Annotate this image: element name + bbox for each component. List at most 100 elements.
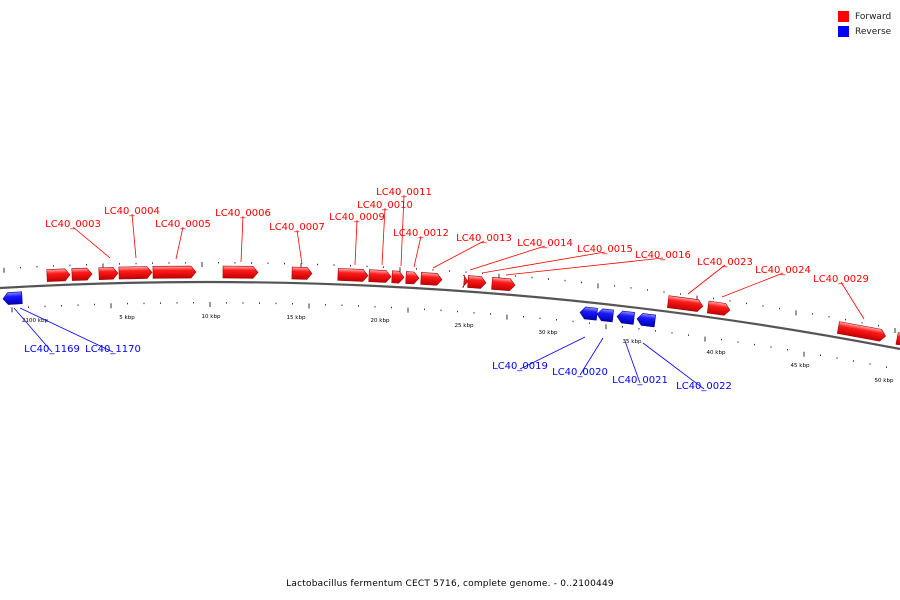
ruler-label: 50 kbp <box>875 378 894 384</box>
gene-body <box>291 266 313 280</box>
gene-label[interactable]: LC40_0004 <box>104 206 160 217</box>
forward-gene-arrow[interactable] <box>405 271 420 285</box>
ruler-label: 25 kbp <box>455 323 474 329</box>
gene-label[interactable]: LC40_0009 <box>329 212 385 223</box>
gene-body <box>368 269 392 283</box>
gene-body <box>391 270 405 284</box>
reverse-gene-arrow[interactable] <box>596 308 614 323</box>
gene-callout-line <box>19 307 114 353</box>
gene-label[interactable]: LC40_0014 <box>517 238 573 249</box>
gene-label[interactable]: LC40_0013 <box>456 233 512 244</box>
ruler-label: 2100 kbp <box>22 318 48 324</box>
genome-backbone <box>0 280 900 351</box>
gene-label[interactable]: LC40_0010 <box>357 200 413 211</box>
gene-label[interactable]: LC40_0022 <box>676 381 732 392</box>
gene-callout-line <box>400 194 405 267</box>
ruler-ticks <box>3 262 896 368</box>
gene-body <box>579 306 598 321</box>
gene-label[interactable]: LC40_0012 <box>393 228 449 239</box>
gene-callout-line <box>840 281 865 320</box>
forward-gene-arrow[interactable] <box>420 272 443 286</box>
gene-callout-line <box>13 307 53 353</box>
gene-callout-line <box>72 226 111 259</box>
reverse-strand: LC40_1169 LC40_1170 LC40_0019 LC40_0020 LC40… <box>2 291 732 392</box>
forward-gene-arrow[interactable] <box>46 268 71 282</box>
gene-body <box>2 291 23 305</box>
ruler-labels: 2100 kbp 5 kbp 10 kbp 15 kbp 20 kbp 25 kbp 30 … <box>22 314 894 384</box>
gene-body <box>636 313 656 328</box>
gene-label[interactable]: LC40_0005 <box>155 219 211 230</box>
forward-gene-arrow[interactable] <box>152 265 197 279</box>
gene-body <box>667 295 704 312</box>
ruler-label: 5 kbp <box>119 315 135 321</box>
ruler-label: 40 kbp <box>707 350 726 356</box>
gene-label[interactable]: LC40_0016 <box>635 250 691 261</box>
gene-label[interactable]: LC40_0020 <box>552 367 608 378</box>
ruler-label: 30 kbp <box>539 330 558 336</box>
gene-callout-line <box>240 215 244 263</box>
gene-body <box>616 310 635 325</box>
gene-label[interactable]: LC40_0021 <box>612 375 668 386</box>
map-caption: Lactobacillus fermentum CECT 5716, compl… <box>286 579 614 589</box>
gene-body <box>420 272 443 286</box>
forward-gene-arrow[interactable] <box>467 275 487 289</box>
reverse-swatch <box>838 26 849 37</box>
gene-body <box>405 271 420 285</box>
forward-gene-arrow[interactable] <box>118 266 153 280</box>
gene-label[interactable]: LC40_0024 <box>755 265 811 276</box>
forward-gene-arrow[interactable] <box>98 266 119 280</box>
gene-body <box>46 268 71 282</box>
gene-callout-line <box>519 336 586 370</box>
gene-callout-line <box>469 245 546 271</box>
reverse-gene-arrow[interactable] <box>2 291 23 305</box>
gene-callout-line <box>579 337 604 376</box>
gene-label[interactable]: LC40_1170 <box>85 344 141 355</box>
forward-gene-arrow[interactable] <box>895 332 900 346</box>
gene-body <box>71 267 93 281</box>
gene-callout-line <box>296 229 303 265</box>
gene-callout-line <box>642 342 705 390</box>
forward-gene-arrow[interactable] <box>706 300 731 316</box>
ruler-label: 45 kbp <box>791 363 810 369</box>
legend-item-forward: Forward <box>838 9 891 24</box>
gene-label[interactable]: LC40_0003 <box>45 219 101 230</box>
gene-label[interactable]: LC40_0015 <box>577 244 633 255</box>
forward-gene-arrow[interactable] <box>337 268 369 282</box>
gene-body <box>491 277 516 292</box>
forward-gene-arrow[interactable] <box>291 266 313 280</box>
gene-callout-line <box>131 213 137 259</box>
gene-callout-line <box>687 264 726 295</box>
gene-callout-line <box>624 340 641 384</box>
reverse-gene-arrow[interactable] <box>616 310 635 325</box>
reverse-gene-arrow[interactable] <box>636 313 656 328</box>
forward-gene-arrow[interactable] <box>368 269 392 283</box>
forward-gene-arrow[interactable] <box>491 277 516 292</box>
gene-body <box>706 300 731 316</box>
gene-body <box>98 266 119 280</box>
gene-body <box>337 268 369 282</box>
gene-body <box>152 265 197 279</box>
gene-callout-line <box>354 219 358 266</box>
gene-label[interactable]: LC40_0023 <box>697 257 753 268</box>
forward-gene-arrow[interactable] <box>667 295 704 313</box>
gene-label[interactable]: LC40_0007 <box>269 222 325 233</box>
forward-gene-arrow[interactable] <box>836 321 886 342</box>
ruler-label: 20 kbp <box>371 318 390 324</box>
gene-label[interactable]: LC40_0011 <box>376 187 432 198</box>
gene-body <box>596 308 614 323</box>
gene-label[interactable]: LC40_0029 <box>813 274 869 285</box>
forward-gene-arrow[interactable] <box>391 270 405 284</box>
forward-gene-arrow[interactable] <box>461 274 469 288</box>
forward-gene-arrow[interactable] <box>71 267 93 281</box>
forward-gene-arrow[interactable] <box>222 265 259 279</box>
reverse-gene-arrow[interactable] <box>579 306 598 321</box>
gene-callout-line <box>381 207 386 266</box>
gene-body <box>461 274 469 288</box>
gene-label[interactable]: LC40_0019 <box>492 361 548 372</box>
gene-callout-line <box>721 272 784 298</box>
gene-label[interactable]: LC40_1169 <box>24 344 80 355</box>
gene-label[interactable]: LC40_0006 <box>215 208 271 219</box>
legend-item-reverse: Reverse <box>838 24 891 39</box>
